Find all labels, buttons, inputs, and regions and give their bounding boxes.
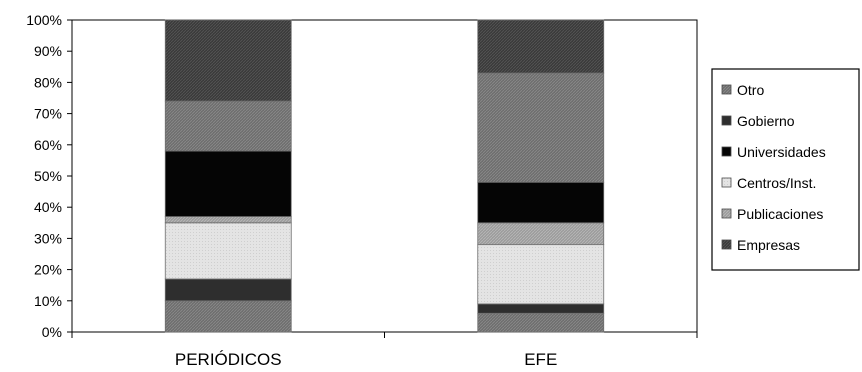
y-tick-label: 90% [34, 43, 62, 59]
legend-swatch [721, 84, 732, 95]
bar-segment [477, 72, 605, 183]
legend: Otro Gobierno Universidades Centros/Inst. Pu… [711, 68, 860, 271]
legend-label: Centros/Inst. [737, 175, 816, 191]
legend-label: Otro [737, 82, 764, 98]
legend-label: Gobierno [737, 113, 795, 129]
legend-label: Empresas [737, 237, 800, 253]
bar-segment [477, 303, 605, 314]
y-tick-label: 70% [34, 106, 62, 122]
y-tick-label: 60% [34, 137, 62, 153]
legend-swatch [721, 177, 732, 188]
legend-swatch [721, 146, 732, 157]
bar-segment [164, 216, 292, 224]
bar-segment [477, 181, 605, 224]
y-tick-label: 0% [42, 324, 62, 340]
bar-segment [477, 244, 605, 305]
bar-segment [164, 300, 292, 333]
y-tick-label: 100% [26, 12, 62, 28]
y-tick-label: 80% [34, 74, 62, 90]
x-tick-label: PERIÓDICOS [175, 350, 282, 367]
legend-swatch [721, 115, 732, 126]
bar-segment [477, 312, 605, 333]
legend-box [711, 68, 860, 271]
x-tick-label: EFE [524, 350, 557, 367]
y-tick-label: 30% [34, 230, 62, 246]
legend-label: Publicaciones [737, 206, 823, 222]
legend-label: Universidades [737, 144, 826, 160]
bar-segment [164, 100, 292, 152]
bar-segment [164, 278, 292, 302]
legend-swatch [721, 239, 732, 250]
plot-area: 0% 10% 20% 30% 40% 50% 60% 70% 80% 90% 100% PERIÓDI… [26, 12, 698, 369]
bar-segment [164, 222, 292, 280]
bar-segment [164, 150, 292, 217]
y-tick-label: 20% [34, 262, 62, 278]
bar-segment [164, 19, 292, 102]
y-tick-label: 40% [34, 199, 62, 215]
bar-segment [477, 222, 605, 246]
legend-swatch [721, 208, 732, 219]
bar-segment [477, 19, 605, 74]
y-tick-label: 50% [34, 168, 62, 184]
y-tick-label: 10% [34, 293, 62, 309]
